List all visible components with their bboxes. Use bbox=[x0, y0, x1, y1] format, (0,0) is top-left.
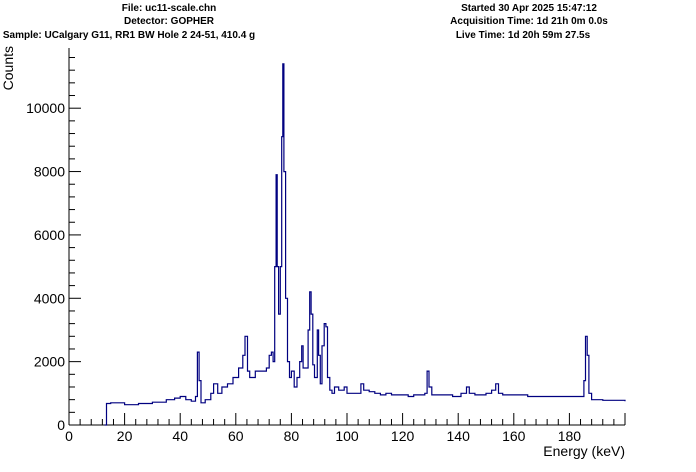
x-tick-label: 60 bbox=[228, 428, 244, 444]
axes: 0 20 40 60 80 100 120 140 160 180 0 2000 4000 6000 800… bbox=[26, 48, 626, 444]
detector-label: Detector: GOPHER bbox=[123, 16, 215, 27]
y-axis-title: Counts bbox=[0, 46, 16, 90]
y-tick-label: 0 bbox=[57, 417, 65, 433]
sample-label: Sample: UCalgary G11, RR1 BW Hole 2 24-5… bbox=[2, 30, 256, 41]
x-tick-label: 20 bbox=[117, 428, 133, 444]
y-tick-label: 6000 bbox=[34, 227, 65, 243]
spectrum-line bbox=[104, 63, 626, 426]
x-tick-label: 80 bbox=[284, 428, 300, 444]
x-tick-label: 140 bbox=[447, 428, 471, 444]
x-tick-label: 120 bbox=[391, 428, 415, 444]
x-tick-label: 160 bbox=[502, 428, 526, 444]
start-time-label: Started 30 Apr 2025 15:47:12 bbox=[461, 3, 597, 14]
x-tick-label: 0 bbox=[65, 428, 73, 444]
y-tick-label: 8000 bbox=[34, 164, 65, 180]
acquisition-time-label: Acquisition Time: 1d 21h 0m 0.0s bbox=[450, 16, 608, 27]
live-time-label: Live Time: 1d 20h 59m 27.5s bbox=[455, 30, 591, 41]
x-tick-label: 180 bbox=[558, 428, 582, 444]
y-tick-label: 4000 bbox=[34, 290, 65, 306]
x-tick-label: 40 bbox=[172, 428, 188, 444]
file-label: File: uc11-scale.chn bbox=[121, 3, 217, 14]
x-tick-label: 100 bbox=[335, 428, 359, 444]
x-axis-title: Energy (keV) bbox=[543, 443, 625, 459]
y-tick-label: 2000 bbox=[34, 354, 65, 370]
y-tick-label: 10000 bbox=[26, 100, 65, 116]
